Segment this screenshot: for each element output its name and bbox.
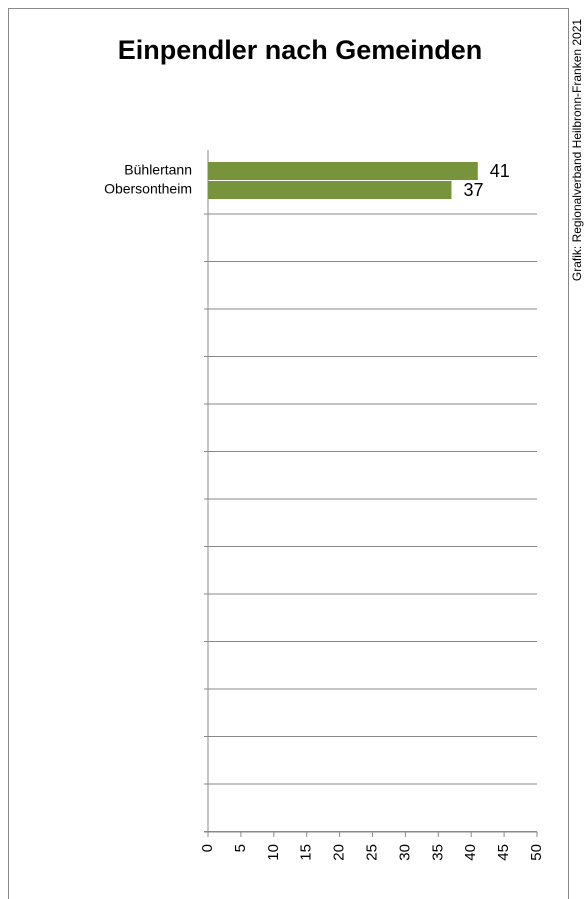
x-tick-label: 10 xyxy=(265,844,282,861)
x-tick-label: 15 xyxy=(298,844,315,861)
x-tick-label: 30 xyxy=(396,844,413,861)
chart-title: Einpendler nach Gemeinden xyxy=(118,35,483,65)
frame xyxy=(8,8,569,899)
x-tick-label: 35 xyxy=(429,844,446,861)
x-tick-label: 5 xyxy=(232,844,249,852)
x-tick-label: 45 xyxy=(495,844,512,861)
x-tick-label: 25 xyxy=(363,844,380,861)
source-note: Grafik: Regionalverband Heilbronn-Franke… xyxy=(570,19,584,281)
value-label: 37 xyxy=(463,180,483,200)
y-tick-label: Obersontheim xyxy=(104,181,192,197)
x-tick-label: 0 xyxy=(199,844,216,852)
y-tick-label: Bühlertann xyxy=(124,162,192,178)
x-tick-label: 40 xyxy=(462,844,479,861)
x-tick-label: 20 xyxy=(331,844,348,861)
value-label: 41 xyxy=(490,161,510,181)
x-tick-label: 50 xyxy=(528,844,545,861)
bar xyxy=(208,181,452,199)
bar xyxy=(208,162,478,180)
